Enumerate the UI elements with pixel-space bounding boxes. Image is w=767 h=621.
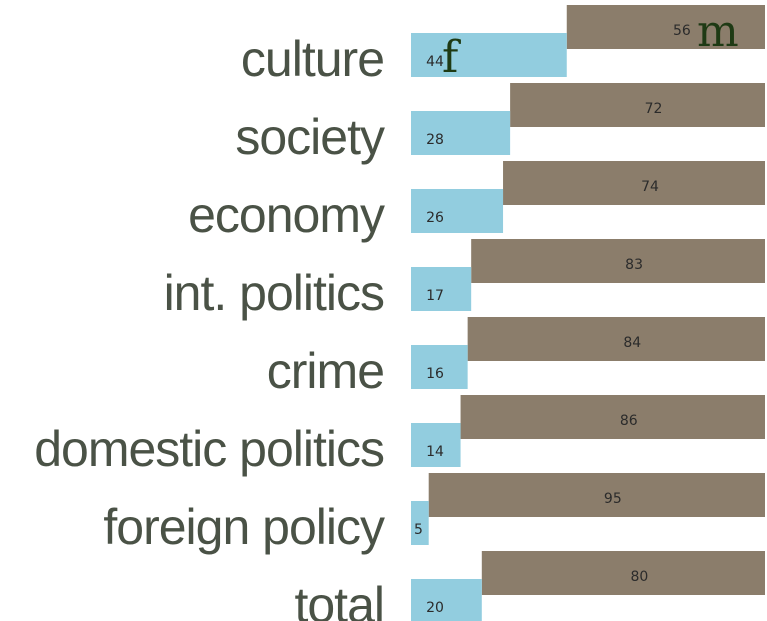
series-tag-f: f [442,32,461,83]
value-label-f-5: 14 [426,444,444,460]
category-label-0: culture [241,31,384,87]
category-label-2: economy [188,187,385,243]
bar-m-4 [467,317,765,361]
value-label-m-4: 84 [623,335,641,351]
value-label-m-6: 95 [604,491,622,507]
value-label-m-3: 83 [625,257,643,273]
bar-m-0 [566,5,765,49]
bar-m-6 [428,473,765,517]
bar-m-7 [481,551,765,595]
bar-f-3 [411,267,472,311]
bar-m-1 [510,83,765,127]
value-label-m-1: 72 [645,101,663,117]
value-label-f-1: 28 [426,132,444,148]
value-label-f-4: 16 [426,366,444,382]
value-label-f-2: 26 [426,210,444,226]
value-label-m-5: 86 [620,413,638,429]
value-label-f-0: 44 [426,54,444,70]
value-label-f-7: 20 [426,600,444,616]
category-label-7: total [294,577,384,621]
value-label-f-6: 5 [414,522,423,538]
bar-f-6 [411,501,429,545]
bar-f-0 [411,33,567,77]
bar-f-2 [411,189,504,233]
category-label-4: crime [267,343,384,399]
bar-m-2 [503,161,765,205]
bar-f-5 [411,423,461,467]
bar-m-5 [460,395,765,439]
category-label-5: domestic politics [34,421,384,477]
value-label-m-7: 80 [630,569,648,585]
value-label-m-2: 74 [641,179,659,195]
bar-f-1 [411,111,511,155]
bar-f-4 [411,345,468,389]
category-label-6: foreign policy [103,499,385,555]
bar-f-7 [411,579,482,621]
value-label-f-3: 17 [426,288,444,304]
bar-m-3 [471,239,765,283]
category-label-1: society [235,109,385,165]
category-label-3: int. politics [164,265,384,321]
value-label-m-0: 56 [673,23,691,39]
series-tag-m: m [697,6,739,57]
